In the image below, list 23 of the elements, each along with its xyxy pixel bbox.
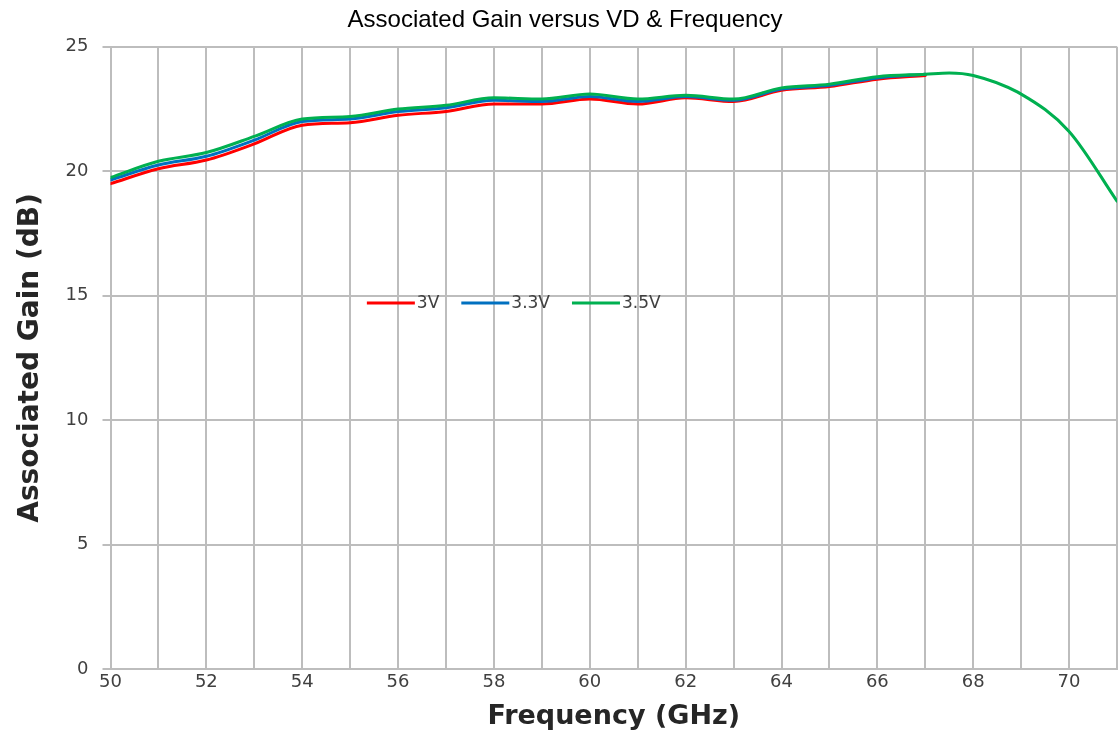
legend-label: 3.3V bbox=[511, 292, 551, 313]
x-tick-label: 60 bbox=[578, 670, 602, 692]
y-tick-label: 5 bbox=[77, 532, 89, 554]
y-tick-label: 20 bbox=[65, 158, 89, 180]
y-tick-label: 15 bbox=[65, 283, 89, 305]
x-tick-label: 64 bbox=[770, 670, 793, 692]
x-axis-title: Frequency (GHz) bbox=[487, 698, 741, 730]
y-axis-title: Associated Gain (dB) bbox=[12, 193, 46, 523]
y-tick-label: 25 bbox=[65, 34, 89, 56]
x-tick-label: 52 bbox=[194, 670, 218, 692]
chart-title: Associated Gain versus VD & Frequency bbox=[347, 5, 783, 33]
x-tick-label: 58 bbox=[482, 670, 506, 692]
legend-label: 3.5V bbox=[621, 292, 662, 313]
legend-label: 3V bbox=[416, 292, 440, 313]
x-tick-label: 54 bbox=[290, 670, 314, 692]
x-tick-label: 70 bbox=[1057, 670, 1081, 692]
y-tick-label: 0 bbox=[77, 656, 89, 678]
x-tick-label: 68 bbox=[961, 670, 985, 692]
y-tick-label: 10 bbox=[65, 407, 89, 429]
x-tick-label: 56 bbox=[386, 670, 410, 692]
x-tick-label: 66 bbox=[865, 670, 889, 692]
x-tick-label: 50 bbox=[99, 670, 122, 692]
x-tick-label: 62 bbox=[674, 670, 698, 692]
